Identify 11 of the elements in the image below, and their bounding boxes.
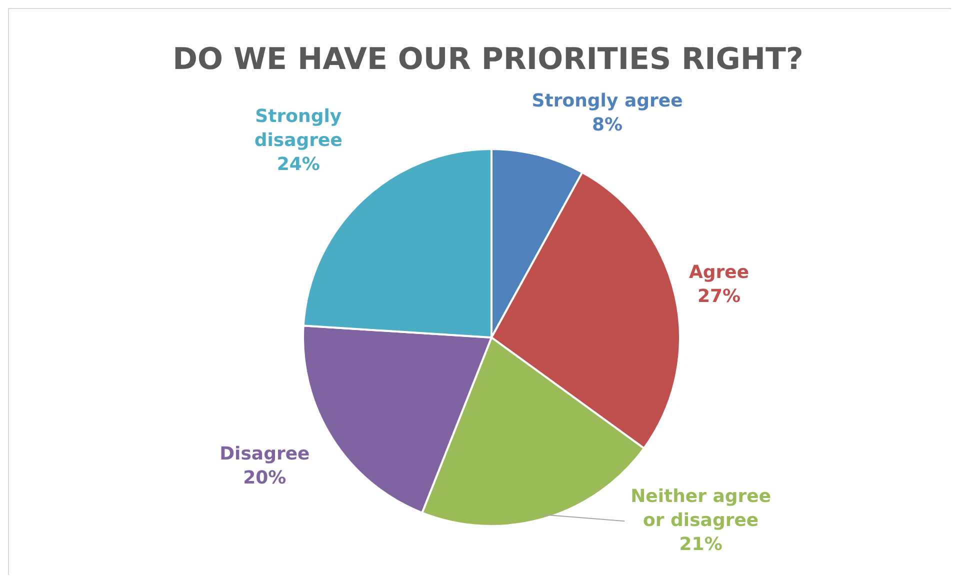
slice-label: Agree <box>688 262 750 283</box>
chart-title: DO WE HAVE OUR PRIORITIES RIGHT? <box>172 42 804 77</box>
slice-label: Neither agree or disagree <box>630 486 772 531</box>
data-label: 20% <box>243 467 286 488</box>
slice-label: Strongly agree <box>532 90 683 112</box>
data-label: 21% <box>679 534 722 555</box>
data-label: 8% <box>592 114 623 136</box>
data-label: 24% <box>276 154 320 176</box>
data-label: 27% <box>697 286 741 307</box>
slice-label: Strongly disagree <box>254 106 342 152</box>
slice-label: Disagree <box>220 443 310 464</box>
